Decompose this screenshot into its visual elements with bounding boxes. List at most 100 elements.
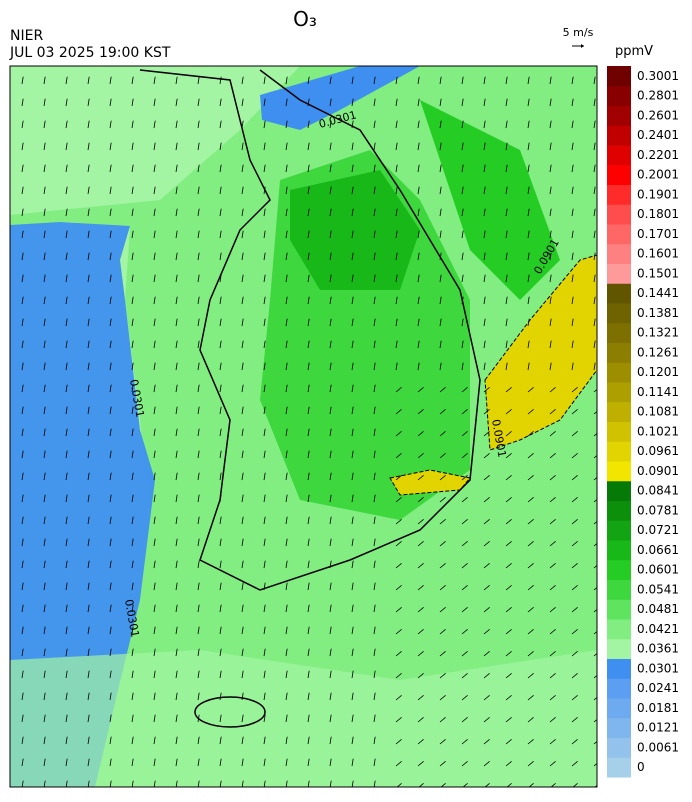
wind-arrow — [219, 406, 222, 415]
wind-arrow — [395, 98, 398, 107]
wind-arrow — [175, 626, 178, 635]
colorbar-label: 0.2601 — [637, 108, 679, 122]
wind-arrow — [527, 761, 534, 767]
wind-arrow — [439, 340, 442, 349]
wind-arrow — [373, 560, 376, 569]
wind-arrow — [65, 164, 68, 173]
wind-arrow — [285, 164, 288, 173]
colorbar-swatch — [607, 480, 631, 501]
wind-arrow — [461, 208, 464, 217]
wind-arrow — [131, 318, 134, 327]
wind-arrow — [527, 475, 534, 481]
wind-arrow — [197, 736, 200, 745]
wind-arrow — [43, 384, 46, 393]
wind-arrow — [329, 296, 332, 305]
wind-arrow — [87, 406, 90, 415]
wind-arrow — [571, 98, 574, 107]
wind-arrow — [549, 120, 552, 129]
wind-arrow — [329, 120, 332, 129]
wind-arrow — [285, 582, 288, 591]
wind-arrow — [153, 560, 156, 569]
wind-arrow — [131, 142, 134, 151]
wind-arrow — [241, 494, 244, 503]
wind-arrow — [263, 186, 266, 195]
wind-arrow — [65, 648, 68, 657]
wind-arrow — [439, 409, 446, 415]
wind-arrow — [87, 582, 90, 591]
wind-arrow — [351, 472, 354, 481]
wind-arrow — [395, 296, 398, 305]
wind-arrow — [109, 274, 112, 283]
wind-arrow — [219, 472, 222, 481]
wind-arrow — [329, 318, 332, 327]
wind-arrow — [153, 472, 156, 481]
wind-arrow — [483, 164, 486, 173]
wind-arrow — [483, 651, 490, 657]
wind-arrow — [505, 296, 508, 305]
wind-arrow — [483, 208, 486, 217]
wind-arrow — [175, 274, 178, 283]
wind-arrow — [241, 252, 244, 261]
wind-arrow — [527, 717, 534, 723]
wind-arrow — [219, 758, 222, 767]
wind-arrow — [21, 692, 24, 701]
wind-arrow — [373, 758, 376, 767]
wind-arrow — [175, 142, 178, 151]
wind-arrow — [571, 453, 578, 459]
wind-arrow — [549, 673, 556, 679]
wind-arrow — [307, 582, 310, 591]
wind-arrow — [21, 296, 24, 305]
wind-arrow — [571, 651, 578, 657]
wind-arrow — [21, 626, 24, 635]
wind-arrow — [175, 98, 178, 107]
wind-arrow — [417, 739, 424, 745]
wind-arrow — [483, 673, 490, 679]
wind-arrow — [263, 736, 266, 745]
wind-arrow — [241, 384, 244, 393]
wind-arrow — [131, 758, 134, 767]
wind-arrow — [373, 472, 376, 481]
colorbar-label: 0.0961 — [637, 444, 679, 458]
wind-arrow — [505, 318, 508, 327]
wind-arrow — [395, 252, 398, 261]
wind-arrow — [109, 648, 112, 657]
wind-arrow — [549, 563, 556, 569]
wind-arrow — [109, 692, 112, 701]
wind-arrow — [505, 541, 512, 547]
wind-arrow — [197, 98, 200, 107]
wind-arrow — [307, 142, 310, 151]
wind-arrow — [285, 296, 288, 305]
sea-patch — [260, 66, 420, 130]
wind-arrow — [285, 362, 288, 371]
wind-arrow — [483, 98, 486, 107]
wind-arrow — [417, 475, 424, 481]
wind-arrow — [461, 120, 464, 129]
colorbar-label: 0.2001 — [637, 168, 679, 182]
wind-arrow — [329, 604, 332, 613]
wind-arrow — [43, 758, 46, 767]
wind-arrow — [197, 604, 200, 613]
wind-arrow — [395, 629, 402, 635]
wind-arrow — [527, 541, 534, 547]
wind-arrow — [65, 296, 68, 305]
wind-arrow — [505, 274, 508, 283]
wind-arrow — [483, 340, 486, 349]
wind-arrow — [351, 186, 354, 195]
wind-arrow — [549, 761, 556, 767]
wind-arrow — [87, 252, 90, 261]
wind-arrow — [219, 670, 222, 679]
wind-arrow — [505, 717, 512, 723]
wind-arrow — [263, 164, 266, 173]
wind-arrow — [307, 362, 310, 371]
colorbar-swatch — [607, 342, 631, 363]
wind-arrow — [109, 714, 112, 723]
wind-arrow — [153, 340, 156, 349]
wind-arrow — [197, 186, 200, 195]
wind-arrow — [483, 120, 486, 129]
wind-arrow — [461, 387, 468, 393]
wind-arrow — [329, 164, 332, 173]
wind-arrow — [197, 560, 200, 569]
wind-arrow — [263, 208, 266, 217]
wind-arrow — [43, 186, 46, 195]
wind-arrow — [439, 230, 442, 239]
